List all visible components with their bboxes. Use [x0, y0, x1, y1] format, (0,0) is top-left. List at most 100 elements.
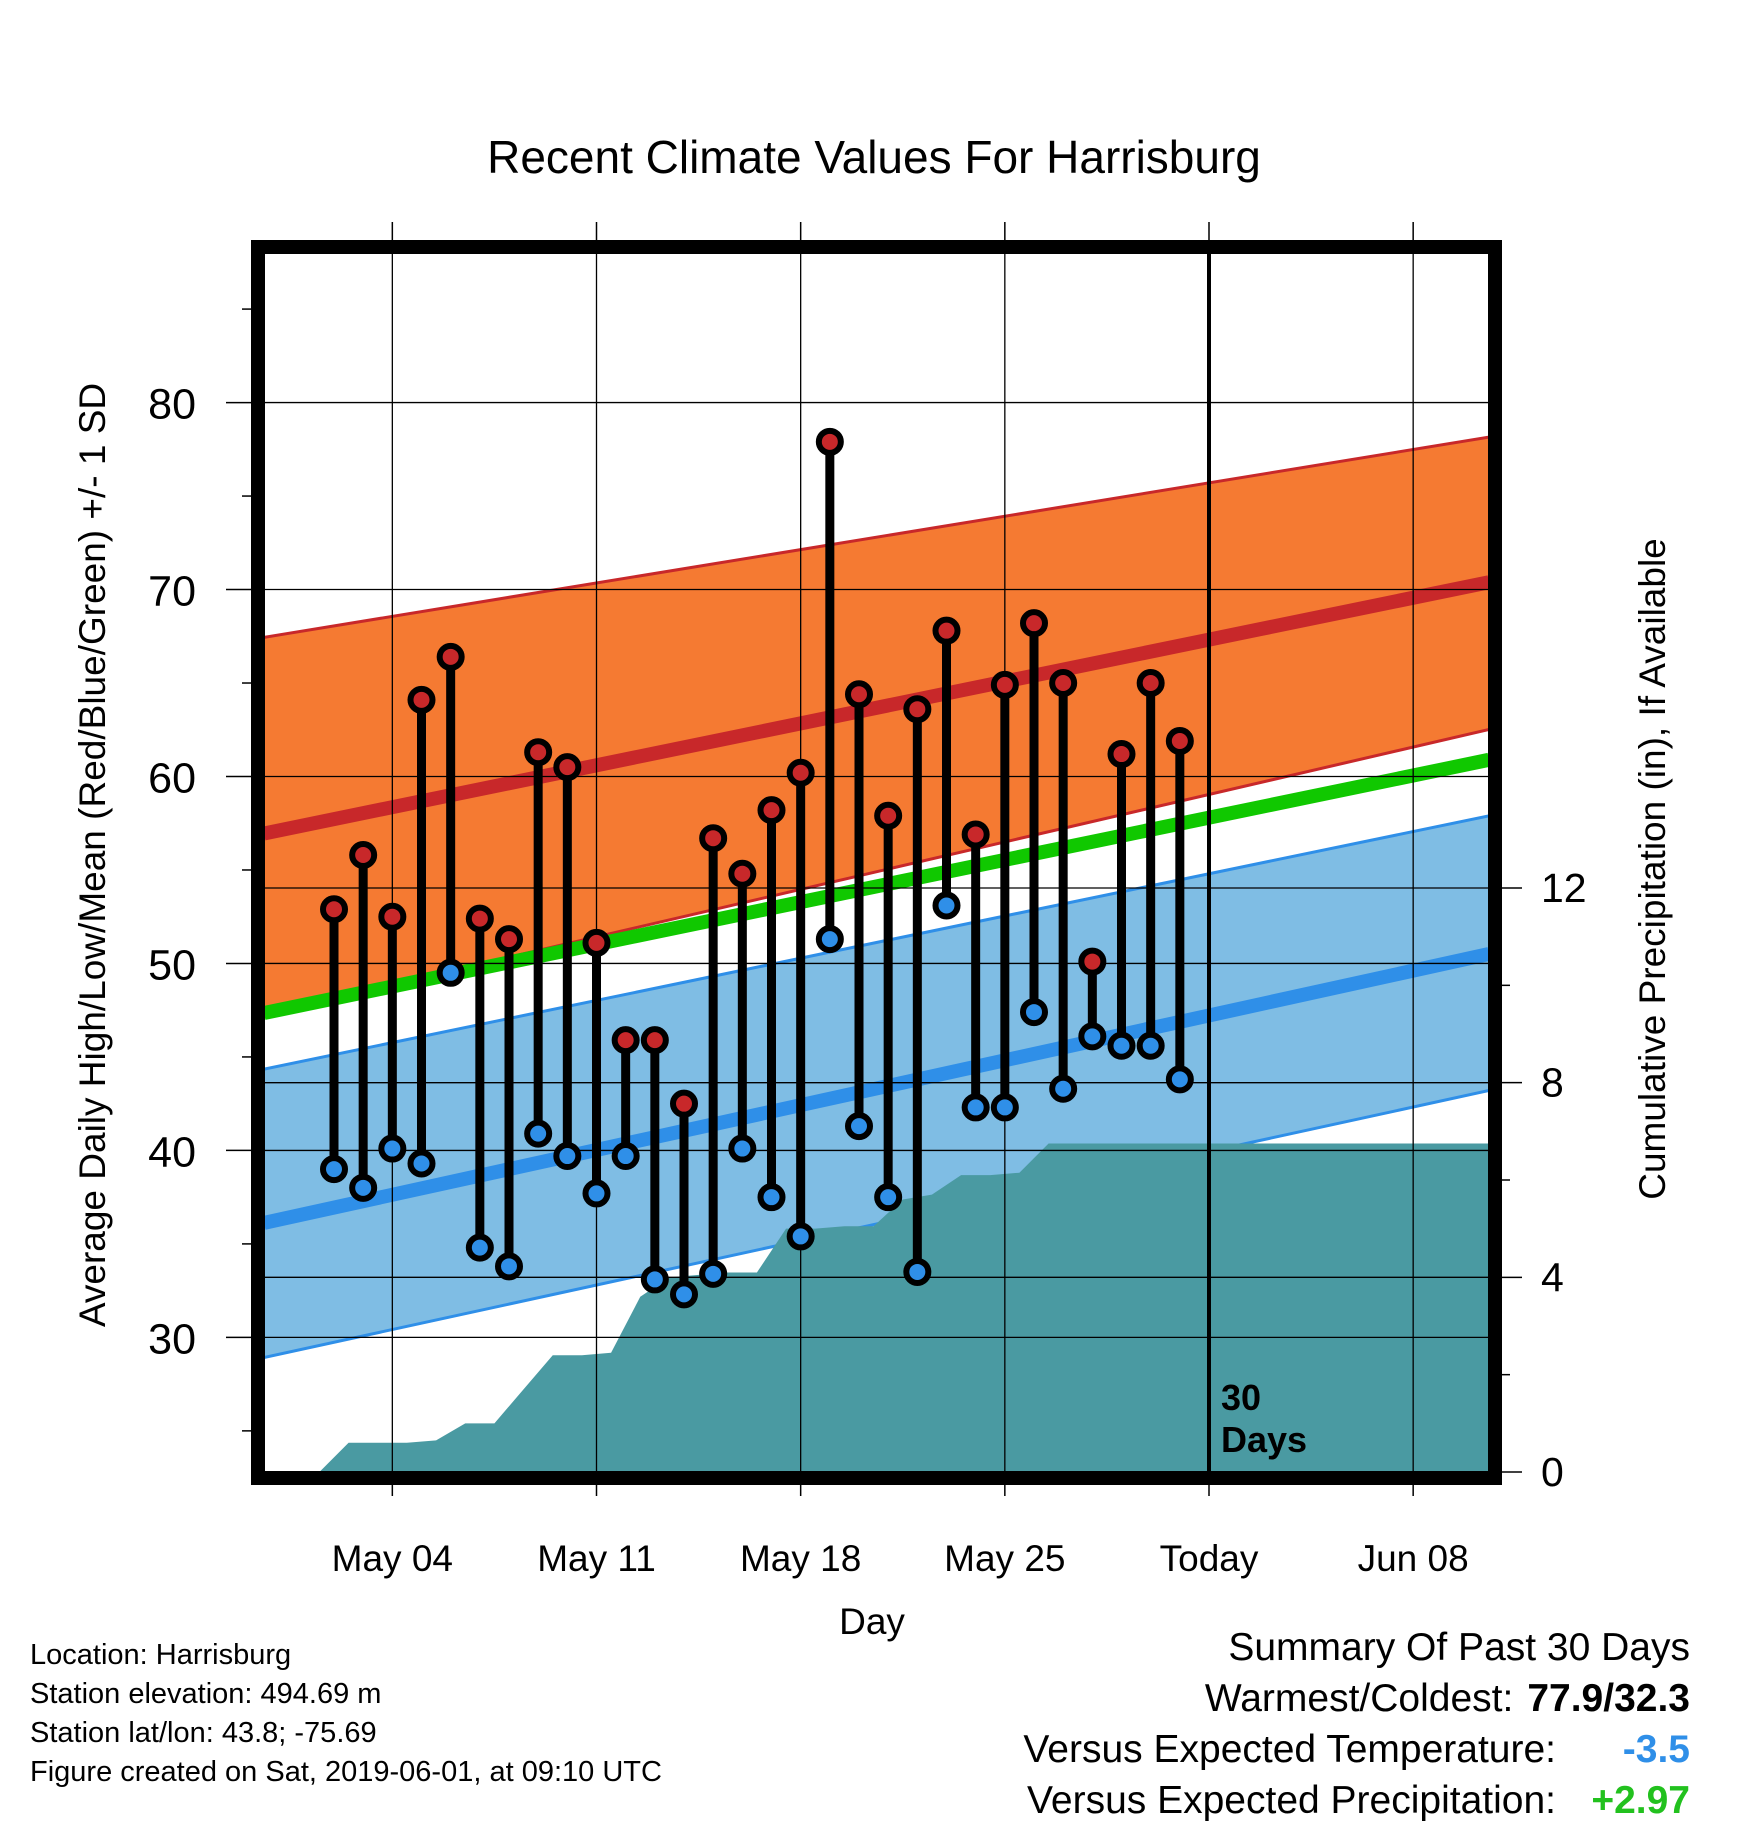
x-axis-label: Day	[839, 1601, 905, 1642]
low-temp-point	[874, 1183, 903, 1212]
precipitation-area	[319, 1143, 1489, 1472]
low-temp-point	[436, 958, 465, 987]
high-temp-point	[495, 925, 523, 954]
high-temp-point	[407, 685, 436, 714]
elevation-text: Station elevation: 494.69 m	[30, 1678, 382, 1710]
low-temp-point	[1165, 1065, 1194, 1094]
high-temp-point	[1078, 947, 1107, 976]
high-temp-point	[611, 1026, 640, 1055]
latlon-text: Station lat/lon: 43.8; -75.69	[30, 1717, 377, 1749]
summary-precip-row: Versus Expected Precipitation: +2.97	[1023, 1775, 1690, 1826]
high-temp-point	[640, 1026, 669, 1055]
low-temp-point	[1107, 1031, 1136, 1060]
high-temp-point	[378, 902, 407, 931]
chart-title: Recent Climate Values For Harrisburg	[487, 131, 1261, 183]
low-temp-point	[932, 891, 961, 920]
temperature-marks	[320, 427, 1194, 1309]
low-temp-point	[1078, 1022, 1107, 1051]
low-temp-point	[1020, 998, 1048, 1027]
created-text: Figure created on Sat, 2019-06-01, at 09…	[30, 1756, 662, 1788]
high-temp-point	[903, 695, 932, 724]
high-temp-point	[524, 738, 553, 767]
high-temp-point	[874, 801, 903, 830]
low-temp-point	[757, 1183, 786, 1212]
high-temp-point	[670, 1089, 698, 1118]
low-temp-point	[1136, 1031, 1165, 1060]
high-temp-point	[320, 895, 348, 924]
low-temp-point	[786, 1222, 815, 1251]
x-tick-label: Today	[1160, 1538, 1259, 1579]
low-temp-point	[582, 1179, 611, 1208]
high-temp-point	[465, 904, 494, 933]
y-axis-label-right: Cumulative Precipitation (in), If Availa…	[1632, 538, 1673, 1200]
high-temp-point	[1136, 669, 1165, 698]
high-temp-point	[786, 758, 815, 787]
summary-heading: Summary Of Past 30 Days	[1228, 1626, 1690, 1669]
precip-value: +2.97	[1591, 1779, 1690, 1822]
summary-temp-row: Versus Expected Temperature: -3.5	[1023, 1724, 1690, 1775]
high-temp-point	[1107, 740, 1136, 769]
low-temp-point	[378, 1134, 407, 1163]
high-temp-point	[582, 928, 611, 957]
high-temp-point	[932, 616, 961, 645]
y-tick-label-left: 60	[148, 754, 196, 802]
warmest-value: 77.9/32.3	[1527, 1677, 1690, 1720]
low-temp-point	[553, 1142, 582, 1171]
low-temp-point	[524, 1119, 553, 1148]
low-temp-point	[465, 1233, 494, 1262]
x-tick-label: May 11	[537, 1538, 656, 1579]
high-temp-point	[699, 824, 728, 853]
high-temp-point	[1020, 609, 1048, 638]
station-info: Location: Harrisburg Station elevation: …	[30, 1636, 662, 1792]
y-tick-label-left: 50	[148, 941, 196, 989]
low-temp-point	[961, 1093, 990, 1122]
y-tick-label-right: 12	[1541, 865, 1587, 911]
location-text: Location: Harrisburg	[30, 1639, 292, 1671]
x-tick-label: Jun 08	[1358, 1538, 1469, 1579]
y-tick-label-left: 40	[148, 1128, 196, 1176]
high-temp-point	[757, 796, 786, 825]
low-temp-point	[640, 1265, 669, 1294]
x-tick-label: May 04	[332, 1538, 453, 1579]
low-temp-point	[349, 1173, 378, 1202]
y-tick-label-left: 80	[148, 381, 196, 429]
precip-label: Versus Expected Precipitation:	[1027, 1779, 1556, 1822]
high-temp-point	[1049, 669, 1078, 698]
low-temp-point	[320, 1155, 348, 1184]
low-temp-point	[699, 1259, 728, 1288]
low-mean-line	[264, 947, 1489, 1230]
high-temp-point	[728, 859, 757, 888]
plot-frame	[251, 240, 1502, 1485]
temp-label: Versus Expected Temperature:	[1023, 1728, 1556, 1771]
x-tick-label: May 18	[740, 1538, 861, 1579]
y-tick-label-left: 70	[148, 568, 196, 616]
summary-panel: Summary Of Past 30 Days Warmest/Coldest:…	[1023, 1622, 1690, 1826]
low-upper-line	[264, 814, 1489, 1071]
x-tick-label: May 25	[944, 1538, 1065, 1579]
today-days-label: Days	[1221, 1419, 1307, 1460]
high-temp-point	[436, 642, 465, 671]
today-days-number: 30	[1221, 1377, 1261, 1418]
low-temp-point	[407, 1149, 436, 1178]
low-temp-point	[728, 1134, 757, 1163]
y-tick-label-right: 8	[1541, 1060, 1564, 1106]
high-temp-point	[845, 680, 873, 709]
summary-warmest-row: Warmest/Coldest: 77.9/32.3	[1023, 1673, 1690, 1724]
high-temp-point	[1165, 726, 1194, 755]
low-temp-point	[845, 1112, 873, 1141]
low-temp-point	[495, 1252, 523, 1281]
low-temp-point	[1049, 1074, 1078, 1103]
low-temp-point	[611, 1142, 640, 1171]
high-temp-point	[349, 841, 378, 870]
high-mean-line	[264, 575, 1489, 841]
low-temp-point	[670, 1280, 698, 1309]
high-upper-line	[264, 435, 1489, 639]
high-temp-point	[553, 753, 582, 782]
y-tick-label-left: 30	[148, 1315, 196, 1363]
y-tick-label-right: 0	[1541, 1449, 1564, 1495]
low-temp-point	[903, 1257, 932, 1286]
temp-value: -3.5	[1622, 1728, 1690, 1771]
high-temp-point	[815, 427, 844, 456]
high-temp-point	[961, 820, 990, 849]
